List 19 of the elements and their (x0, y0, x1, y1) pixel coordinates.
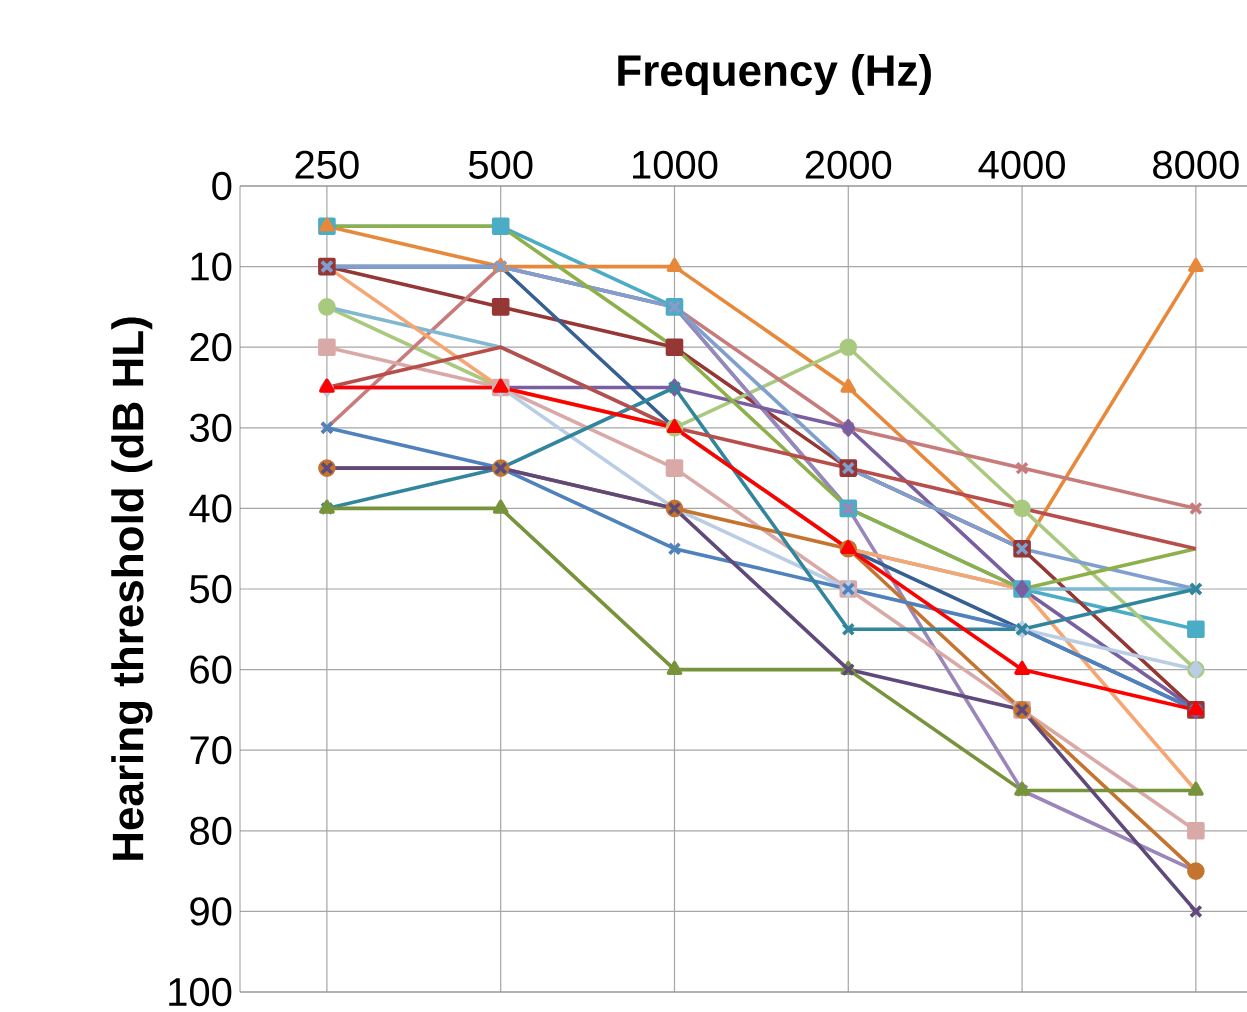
y-tick-label: 40 (189, 494, 232, 523)
x-tick-label: 8000 (1153, 150, 1239, 179)
y-tick-label: 0 (212, 171, 232, 201)
y-tick-label: 100 (169, 977, 232, 1007)
x-tick-label: 1000 (633, 150, 718, 179)
y-tick-label: 80 (190, 816, 232, 845)
x-tick-label: 250 (295, 150, 359, 179)
y-tick-label: 10 (191, 252, 232, 281)
y-tick-label: 60 (190, 655, 232, 684)
y-tick-label: 90 (190, 897, 232, 926)
x-tick-label: 500 (468, 150, 533, 179)
y-tick-label: 20 (190, 333, 232, 362)
y-tick-label: 50 (190, 574, 232, 604)
y-axis-title: Hearing threshold (dB HL) (111, 317, 153, 860)
x-tick-label: 2000 (805, 150, 892, 179)
x-axis-title: Frequency (Hz) (618, 53, 931, 95)
y-tick-label: 70 (190, 736, 232, 765)
x-tick-label: 4000 (978, 150, 1065, 179)
y-tick-label: 30 (189, 413, 232, 442)
